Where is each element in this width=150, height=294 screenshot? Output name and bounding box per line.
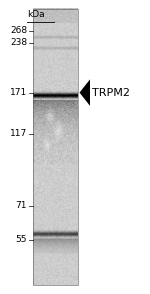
Text: 171: 171 [10, 88, 27, 97]
Text: TRPM2: TRPM2 [92, 88, 129, 98]
Text: 71: 71 [15, 201, 27, 210]
Text: 117: 117 [10, 129, 27, 138]
Bar [33, 9, 78, 285]
Polygon shape [80, 79, 90, 106]
Text: 268: 268 [10, 26, 27, 35]
Text: 238: 238 [10, 38, 27, 47]
Text: 55: 55 [15, 235, 27, 244]
Text: kDa: kDa [27, 10, 45, 19]
